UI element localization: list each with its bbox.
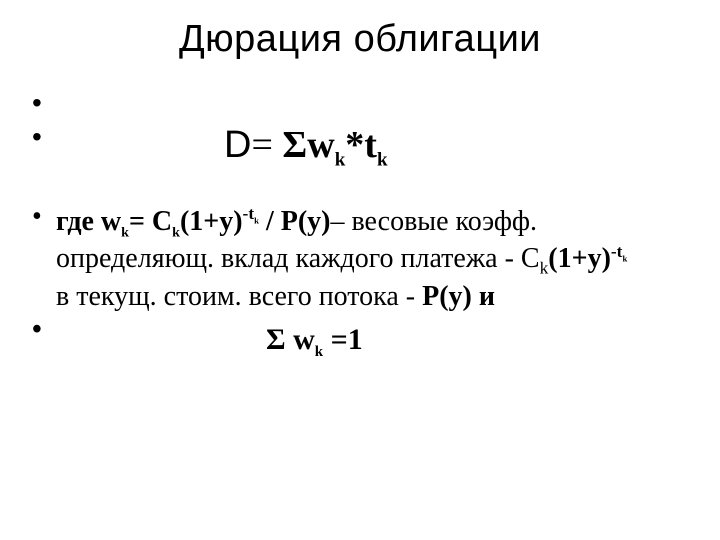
line2-exp: -tk [611,242,627,261]
defn-slash-py: / P(y) [259,206,331,237]
bullet-sum: Σ wk =1 [28,316,692,359]
defn-gde: где [56,206,101,237]
sum-w: w [293,323,315,356]
formula-t: t [364,124,377,166]
sum-w-sub: k [315,344,323,360]
defn-exp-neg: -t [243,204,255,223]
bullet-list: D= Σwk*tk где wk= Сk(1+y)-tk / P(y)– вес… [28,89,692,240]
line2-1py: (1+y) [548,243,611,274]
defn-1py: (1+y) [180,206,243,237]
defn-eq-ck: = С [129,206,172,237]
line2-exp-neg: -t [611,242,623,261]
formula-D: D [224,124,251,166]
line2-ck-sub: k [540,259,549,278]
bullet-empty [28,89,692,123]
line2-a: определяющ. вклад каждого платежа - С [56,243,540,274]
formula-star: * [345,124,364,166]
line3-a: в текущ. стоим. всего потока - [56,281,422,312]
bullet-list-2: Σ wk =1 [28,316,692,359]
formula-text: D= Σwk*tk [56,123,388,169]
defn-exp: -tk [243,204,259,223]
slide: Дюрация облигации D= Σwk*tk где wk= Сk(1… [0,0,720,540]
formula-t-sub: k [377,150,388,171]
slide-title: Дюрация облигации [28,18,692,61]
defn-ck-sub-wrap: k [172,206,180,237]
line2-exp-k: k [622,254,627,264]
formula-eq: = [251,124,282,166]
bullet-main-formula: D= Σwk*tk [28,123,692,203]
formula-sigma: Σ [282,124,307,166]
defn-w-sub: k [121,225,129,240]
sum-sigma: Σ [266,323,293,356]
definition-line2: определяющ. вклад каждого платежа - Сk(1… [28,240,692,278]
bullet-definition: где wk= Сk(1+y)-tk / P(y)– весовые коэфф… [28,203,692,241]
sum-tail: =1 [323,323,363,356]
formula-w-sub: k [335,150,346,171]
sum-text: Σ wk =1 [56,320,363,359]
defn-w: w [101,206,121,237]
formula-w: w [307,124,334,166]
definition-line3: в текущ. стоим. всего потока - P(y) и [28,278,692,316]
line3-py: P(y) и [422,281,495,312]
defn-tail: – весовые коэфф. [330,206,537,237]
defn-ck-sub: k [172,225,180,240]
